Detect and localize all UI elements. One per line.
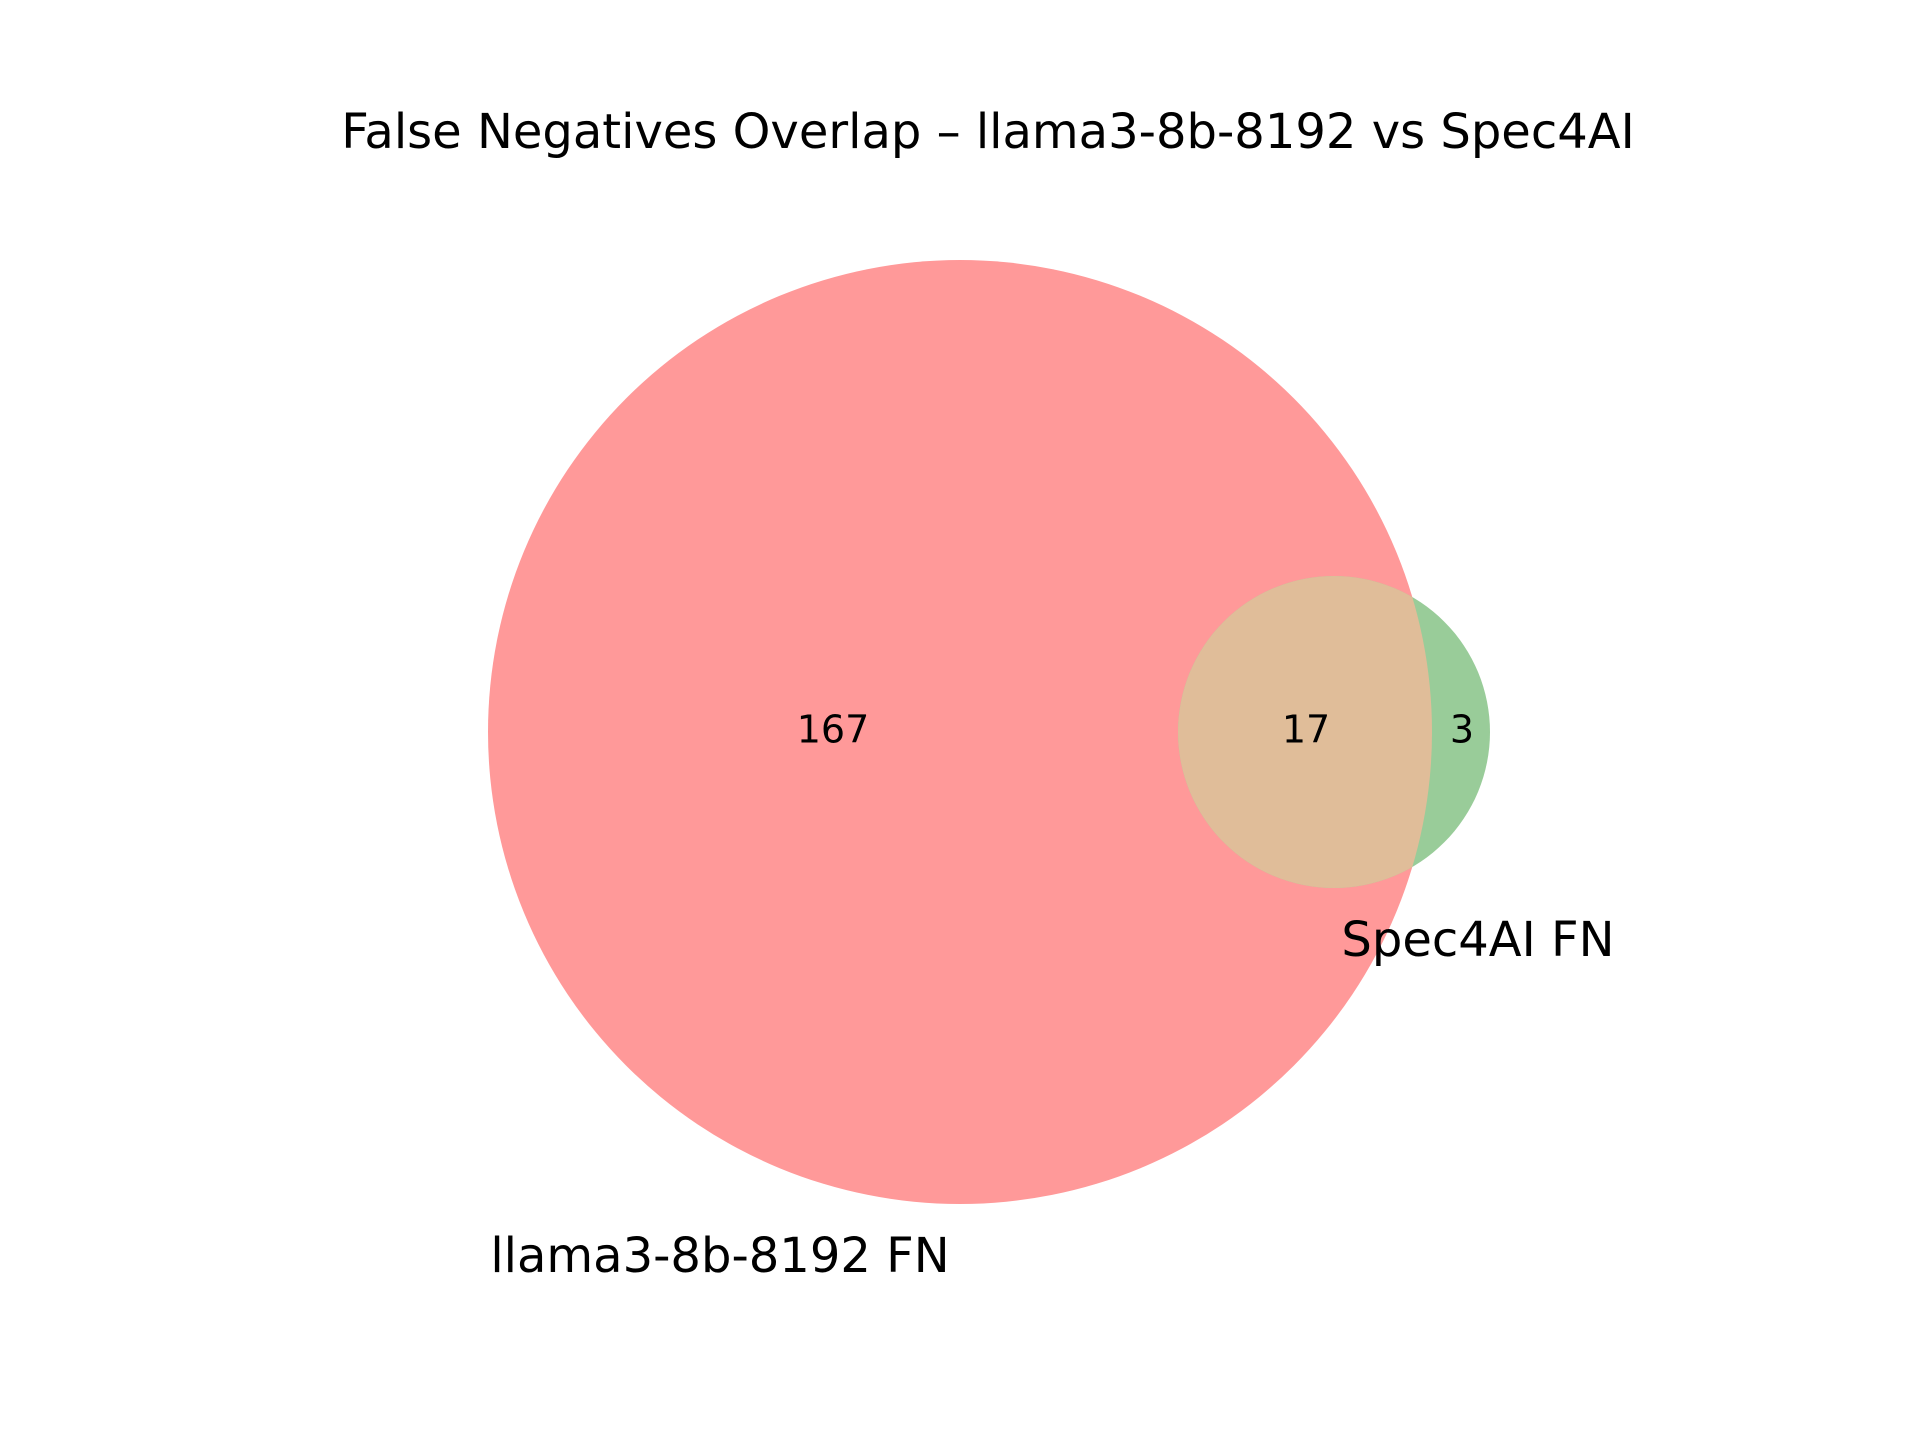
overlap-region [1178,576,1432,888]
set-b-label: Spec4AI FN [1341,912,1614,968]
chart-title: False Negatives Overlap – llama3-8b-8192… [341,104,1635,160]
set-a-circle [488,260,1432,1204]
region-label-overlap: 17 [1282,708,1330,752]
set-a-label: llama3-8b-8192 FN [490,1228,949,1284]
region-label-only-a: 167 [797,708,870,752]
region-label-only-b: 3 [1450,708,1474,752]
